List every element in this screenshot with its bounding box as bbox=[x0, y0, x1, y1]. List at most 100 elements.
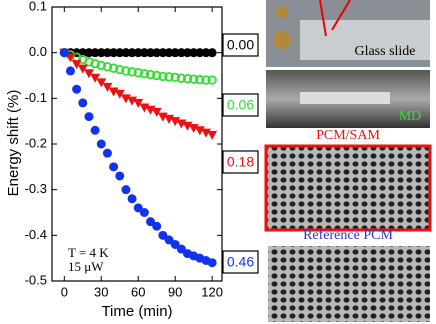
marker bbox=[139, 48, 149, 58]
marker bbox=[170, 72, 180, 83]
plot-frame bbox=[51, 6, 223, 282]
y-axis-label: Energy shift (%) bbox=[5, 90, 22, 197]
y-tick-label: 0.1 bbox=[29, 0, 47, 13]
marker bbox=[145, 69, 156, 80]
marker bbox=[188, 124, 199, 134]
marker bbox=[188, 74, 199, 84]
photo-slide bbox=[300, 20, 430, 60]
marker bbox=[96, 78, 107, 88]
marker bbox=[157, 112, 168, 122]
marker bbox=[71, 60, 82, 70]
marker bbox=[108, 63, 119, 73]
marker bbox=[201, 48, 211, 58]
marker bbox=[127, 96, 138, 106]
marker bbox=[78, 98, 88, 108]
annotation: 15 μW bbox=[68, 259, 104, 274]
marker bbox=[176, 244, 186, 254]
marker bbox=[164, 114, 175, 124]
marker bbox=[176, 119, 187, 129]
marker bbox=[121, 66, 131, 76]
marker bbox=[102, 62, 113, 72]
marker bbox=[65, 66, 75, 76]
x-tick-label: 60 bbox=[131, 284, 145, 299]
x-tick-label: 90 bbox=[168, 284, 182, 299]
value-box-label: 0.18 bbox=[227, 154, 254, 170]
marker bbox=[96, 139, 106, 149]
marker bbox=[102, 48, 112, 58]
value-box-label: 0.46 bbox=[227, 254, 254, 270]
marker bbox=[146, 217, 156, 227]
marker bbox=[170, 239, 180, 249]
marker bbox=[164, 72, 174, 82]
marker bbox=[59, 48, 69, 58]
marker bbox=[133, 48, 143, 58]
panel-label: Reference PCM bbox=[303, 228, 393, 243]
marker bbox=[133, 203, 143, 213]
marker bbox=[158, 48, 168, 58]
photo-pcm-sam bbox=[264, 144, 432, 232]
marker bbox=[152, 70, 162, 81]
photo-panels: Glass slide MD PCM/SAM Reference PCM bbox=[264, 0, 432, 322]
marker bbox=[207, 130, 218, 140]
marker bbox=[90, 73, 101, 83]
photo-screw bbox=[276, 6, 288, 18]
panel-label: Glass slide bbox=[354, 44, 415, 59]
y-tick-label: -0.1 bbox=[25, 90, 47, 105]
marker bbox=[65, 53, 76, 63]
marker bbox=[84, 48, 94, 58]
marker bbox=[195, 48, 205, 58]
marker bbox=[176, 73, 187, 83]
marker bbox=[183, 48, 193, 58]
marker bbox=[83, 69, 94, 79]
marker bbox=[195, 74, 205, 85]
marker bbox=[115, 64, 125, 75]
marker bbox=[146, 48, 156, 58]
value-box bbox=[222, 150, 259, 174]
marker bbox=[207, 258, 217, 268]
marker bbox=[182, 121, 193, 131]
marker bbox=[102, 82, 113, 92]
y-tick-label: 0.0 bbox=[29, 44, 47, 59]
marker bbox=[194, 126, 205, 136]
marker bbox=[127, 67, 137, 77]
marker bbox=[102, 148, 112, 158]
photo-reference-pcm bbox=[268, 246, 430, 322]
marker bbox=[121, 48, 131, 58]
photo-screw bbox=[273, 31, 291, 49]
marker bbox=[115, 48, 125, 58]
y-tick-label: -0.3 bbox=[25, 181, 47, 196]
marker bbox=[139, 103, 150, 113]
value-box bbox=[222, 250, 259, 274]
marker bbox=[164, 48, 174, 58]
photo-md-beam bbox=[300, 92, 390, 104]
x-axis-label: Time (min) bbox=[101, 303, 172, 320]
marker bbox=[109, 48, 119, 58]
marker bbox=[176, 48, 186, 58]
marker bbox=[120, 94, 131, 104]
panel-label: PCM/SAM bbox=[316, 128, 380, 143]
value-box bbox=[222, 93, 259, 117]
marker bbox=[90, 125, 100, 135]
marker bbox=[72, 84, 82, 94]
marker bbox=[96, 60, 106, 71]
marker bbox=[127, 48, 137, 58]
x-tick-label: 0 bbox=[61, 284, 68, 299]
marker bbox=[158, 71, 168, 82]
value-box-label: 0.00 bbox=[227, 37, 254, 53]
marker bbox=[139, 208, 149, 217]
marker bbox=[96, 48, 106, 58]
x-tick-label: 30 bbox=[94, 284, 108, 299]
marker bbox=[108, 87, 119, 97]
marker bbox=[200, 128, 211, 138]
marker bbox=[207, 75, 217, 85]
marker bbox=[133, 98, 144, 108]
photo-marker bbox=[331, 0, 351, 31]
marker bbox=[170, 48, 180, 58]
marker bbox=[127, 194, 137, 204]
marker bbox=[139, 68, 150, 79]
marker bbox=[84, 112, 94, 122]
marker bbox=[158, 230, 168, 240]
marker bbox=[164, 235, 174, 245]
marker bbox=[151, 108, 162, 118]
